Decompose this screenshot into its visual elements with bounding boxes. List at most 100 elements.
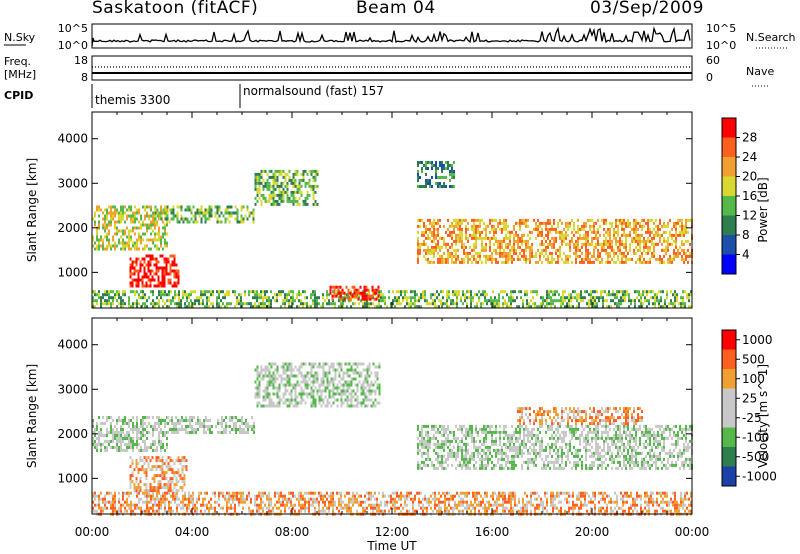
echo-cell <box>419 245 421 249</box>
echo-cell <box>481 239 483 243</box>
echo-cell <box>534 491 536 495</box>
echo-cell <box>106 416 108 419</box>
echo-cell <box>479 224 481 228</box>
echo-cell <box>210 214 213 218</box>
echo-cell <box>216 290 218 294</box>
echo-cell <box>158 238 160 242</box>
echo-cell <box>131 474 134 478</box>
echo-cell <box>142 449 144 452</box>
echo-cell <box>623 245 625 249</box>
echo-cell <box>224 211 227 215</box>
echo-cell <box>437 218 439 222</box>
echo-cell <box>425 248 427 252</box>
echo-cell <box>148 205 150 209</box>
echo-cell <box>216 208 219 212</box>
echo-cell <box>176 497 178 501</box>
echo-cell <box>110 425 112 428</box>
echo-cell <box>580 293 582 297</box>
echo-cell <box>523 218 525 222</box>
echo-cell <box>130 305 132 309</box>
echo-cell <box>687 248 689 252</box>
echo-cell <box>306 296 308 300</box>
echo-cell <box>152 214 154 218</box>
echo-cell <box>676 293 678 297</box>
echo-cell <box>196 211 199 215</box>
echo-cell <box>222 302 224 306</box>
echo-cell <box>422 497 424 501</box>
echo-cell <box>294 509 296 513</box>
echo-cell <box>150 290 152 294</box>
echo-cell <box>358 500 360 504</box>
echo-cell <box>682 497 684 501</box>
echo-cell <box>515 233 517 237</box>
echo-cell <box>163 284 166 288</box>
echo-cell <box>335 285 338 289</box>
echo-cell <box>192 220 195 224</box>
echo-cell <box>504 506 506 510</box>
echo-cell <box>457 239 459 243</box>
echo-cell <box>363 288 366 292</box>
echo-cell <box>264 181 267 185</box>
echo-cell <box>274 172 277 176</box>
echo-cell <box>198 302 200 306</box>
echo-cell <box>608 494 610 498</box>
echo-cell <box>382 299 384 303</box>
echo-cell <box>505 245 507 249</box>
echo-cell <box>100 443 102 446</box>
cpid-segment-1: themis 3300 <box>95 93 170 107</box>
echo-cell <box>140 296 142 300</box>
echo-cell <box>282 193 285 197</box>
echo-cell <box>639 221 641 225</box>
echo-cell <box>484 290 486 294</box>
echo-cell <box>140 425 142 428</box>
echo-cell <box>608 305 610 309</box>
echo-cell <box>653 233 655 237</box>
echo-cell <box>454 293 456 297</box>
echo-cell <box>682 302 684 306</box>
echo-cell <box>432 491 434 495</box>
echo-cell <box>278 491 280 495</box>
echo-cell <box>180 302 182 306</box>
echo-cell <box>449 230 451 234</box>
echo-cell <box>452 506 454 510</box>
echo-cell <box>510 305 512 309</box>
echo-cell <box>599 251 601 255</box>
echo-cell <box>670 290 672 294</box>
echo-cell <box>139 477 142 481</box>
echo-cell <box>122 299 124 303</box>
echo-cell <box>515 248 517 252</box>
echo-cell <box>270 509 272 513</box>
echo-cell <box>593 221 595 225</box>
echo-cell <box>690 494 692 498</box>
echo-cell <box>657 227 659 231</box>
echo-cell <box>528 302 530 306</box>
echo-cell <box>296 296 298 300</box>
echo-cell <box>155 474 158 478</box>
echo-cell <box>670 302 672 306</box>
echo-cell <box>310 169 313 173</box>
echo-cell <box>431 167 433 170</box>
echo-cell <box>436 290 438 294</box>
echo-cell <box>650 296 652 300</box>
echo-cell <box>560 509 562 513</box>
echo-cell <box>649 218 651 222</box>
echo-cell <box>136 247 138 251</box>
echo-cell <box>417 242 419 246</box>
echo-cell <box>152 449 154 452</box>
echo-cell <box>96 503 98 507</box>
echo-cell <box>202 500 204 504</box>
echo-cell <box>167 489 170 493</box>
echo-cell <box>417 176 419 179</box>
echo-cell <box>147 489 150 493</box>
echo-cell <box>514 491 516 495</box>
echo-cell <box>144 440 146 443</box>
echo-cell <box>116 244 118 248</box>
echo-cell <box>161 284 164 288</box>
echo-cell <box>224 305 226 309</box>
echo-cell <box>511 254 513 258</box>
echo-cell <box>254 500 256 504</box>
echo-cell <box>366 506 368 510</box>
echo-cell <box>419 242 421 246</box>
echo-cell <box>470 509 472 513</box>
echo-cell <box>386 500 388 504</box>
